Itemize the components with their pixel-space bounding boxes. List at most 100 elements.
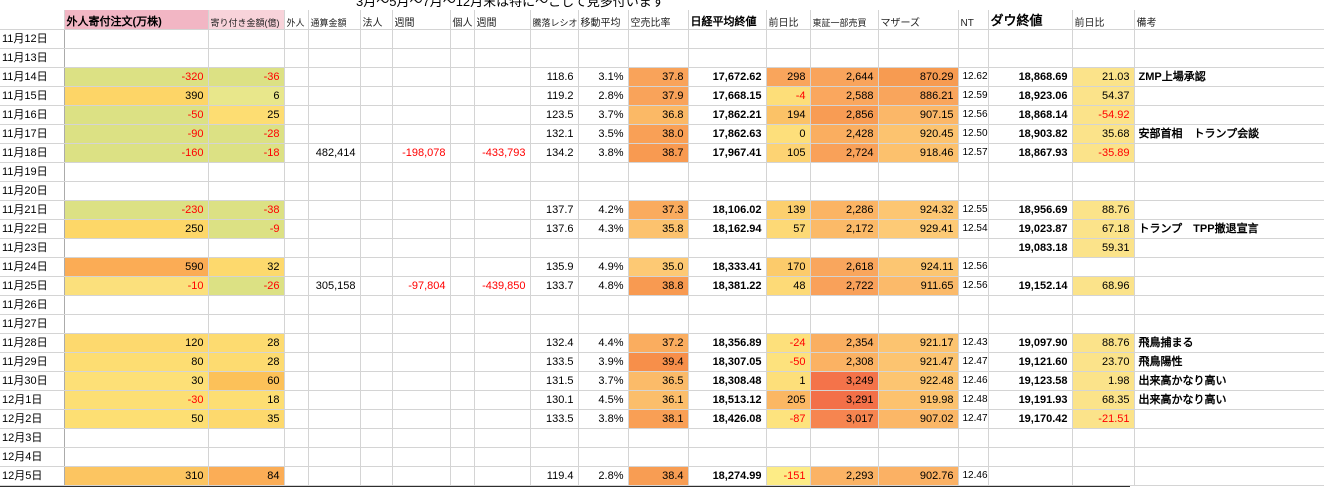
cell-ratio[interactable] bbox=[530, 29, 579, 49]
cell-foreign_order[interactable] bbox=[64, 295, 209, 315]
cell-nikkei_close[interactable]: 18,106.02 bbox=[688, 200, 767, 220]
cell-kojin[interactable] bbox=[450, 257, 475, 277]
cell-dow_close[interactable]: 19,191.93 bbox=[988, 390, 1073, 410]
cell-ratio[interactable]: 131.5 bbox=[530, 371, 579, 391]
cell-gaijin[interactable] bbox=[284, 276, 309, 296]
cell-dow_change[interactable] bbox=[1072, 295, 1135, 315]
cell-weekly1[interactable] bbox=[392, 295, 451, 315]
cell-weekly2[interactable] bbox=[474, 447, 531, 467]
cell-kojin[interactable] bbox=[450, 181, 475, 201]
cell-short_ratio[interactable] bbox=[628, 295, 689, 315]
cell-weekly1[interactable] bbox=[392, 29, 451, 49]
cell-nt[interactable]: 12.46 bbox=[958, 466, 989, 486]
cell-remarks[interactable] bbox=[1134, 181, 1324, 201]
cell-cumulative[interactable] bbox=[308, 67, 361, 87]
cell-remarks[interactable] bbox=[1134, 466, 1324, 486]
cell-weekly2[interactable] bbox=[474, 352, 531, 372]
cell-nikkei_close[interactable]: 17,967.41 bbox=[688, 143, 767, 163]
column-header-nikkei_change[interactable]: 前日比 bbox=[766, 10, 811, 30]
date-cell[interactable]: 11月25日 bbox=[0, 276, 65, 296]
cell-kojin[interactable] bbox=[450, 86, 475, 106]
cell-ratio[interactable] bbox=[530, 428, 579, 448]
cell-foreign_order[interactable]: -30 bbox=[64, 390, 209, 410]
cell-gaijin[interactable] bbox=[284, 29, 309, 49]
cell-foreign_order[interactable]: 120 bbox=[64, 333, 209, 353]
column-header-dow_change[interactable]: 前日比 bbox=[1072, 10, 1135, 30]
cell-dow_close[interactable] bbox=[988, 466, 1073, 486]
cell-nikkei_close[interactable]: 17,862.21 bbox=[688, 105, 767, 125]
cell-weekly1[interactable] bbox=[392, 257, 451, 277]
cell-nt[interactable]: 12.56 bbox=[958, 257, 989, 277]
cell-nt[interactable]: 12.47 bbox=[958, 352, 989, 372]
cell-short_ratio[interactable] bbox=[628, 428, 689, 448]
cell-hojin[interactable] bbox=[360, 276, 393, 296]
cell-opening_amount[interactable] bbox=[208, 295, 285, 315]
cell-opening_amount[interactable]: -18 bbox=[208, 143, 285, 163]
cell-mothers[interactable]: 921.47 bbox=[878, 352, 959, 372]
cell-kojin[interactable] bbox=[450, 67, 475, 87]
cell-tse1_volume[interactable]: 3,249 bbox=[810, 371, 879, 391]
cell-gaijin[interactable] bbox=[284, 105, 309, 125]
cell-dow_close[interactable]: 18,868.69 bbox=[988, 67, 1073, 87]
cell-short_ratio[interactable] bbox=[628, 314, 689, 334]
date-cell[interactable]: 11月22日 bbox=[0, 219, 65, 239]
cell-short_ratio[interactable]: 37.8 bbox=[628, 67, 689, 87]
cell-nikkei_close[interactable]: 18,356.89 bbox=[688, 333, 767, 353]
cell-kojin[interactable] bbox=[450, 162, 475, 182]
cell-opening_amount[interactable]: 28 bbox=[208, 333, 285, 353]
cell-nikkei_close[interactable]: 18,426.08 bbox=[688, 409, 767, 429]
cell-nikkei_change[interactable] bbox=[766, 181, 811, 201]
cell-weekly1[interactable] bbox=[392, 105, 451, 125]
cell-remarks[interactable] bbox=[1134, 143, 1324, 163]
cell-tse1_volume[interactable]: 3,291 bbox=[810, 390, 879, 410]
cell-moving_avg[interactable]: 3.9% bbox=[578, 352, 629, 372]
cell-nt[interactable] bbox=[958, 314, 989, 334]
date-cell[interactable]: 12月5日 bbox=[0, 466, 65, 486]
cell-mothers[interactable]: 920.45 bbox=[878, 124, 959, 144]
date-cell[interactable]: 12月4日 bbox=[0, 447, 65, 467]
cell-gaijin[interactable] bbox=[284, 466, 309, 486]
cell-cumulative[interactable] bbox=[308, 295, 361, 315]
cell-nikkei_change[interactable] bbox=[766, 162, 811, 182]
date-cell[interactable]: 11月23日 bbox=[0, 238, 65, 258]
cell-gaijin[interactable] bbox=[284, 257, 309, 277]
cell-opening_amount[interactable] bbox=[208, 162, 285, 182]
cell-gaijin[interactable] bbox=[284, 181, 309, 201]
cell-short_ratio[interactable] bbox=[628, 162, 689, 182]
cell-ratio[interactable]: 133.5 bbox=[530, 352, 579, 372]
cell-gaijin[interactable] bbox=[284, 314, 309, 334]
cell-dow_change[interactable] bbox=[1072, 48, 1135, 68]
cell-moving_avg[interactable]: 4.8% bbox=[578, 276, 629, 296]
cell-dow_close[interactable]: 19,123.58 bbox=[988, 371, 1073, 391]
cell-foreign_order[interactable] bbox=[64, 238, 209, 258]
cell-foreign_order[interactable]: 80 bbox=[64, 352, 209, 372]
cell-cumulative[interactable] bbox=[308, 447, 361, 467]
cell-nt[interactable] bbox=[958, 181, 989, 201]
cell-foreign_order[interactable] bbox=[64, 162, 209, 182]
column-header-dow_close[interactable]: ダウ終値 bbox=[988, 10, 1073, 30]
cell-short_ratio[interactable] bbox=[628, 238, 689, 258]
cell-nikkei_change[interactable] bbox=[766, 48, 811, 68]
cell-dow_close[interactable] bbox=[988, 428, 1073, 448]
date-cell[interactable]: 11月12日 bbox=[0, 29, 65, 49]
cell-tse1_volume[interactable] bbox=[810, 295, 879, 315]
cell-hojin[interactable] bbox=[360, 219, 393, 239]
cell-kojin[interactable] bbox=[450, 219, 475, 239]
column-header-moving_avg[interactable]: 移動平均 bbox=[578, 10, 629, 30]
cell-dow_close[interactable]: 19,170.42 bbox=[988, 409, 1073, 429]
column-header-gaijin[interactable]: 外人 bbox=[284, 10, 309, 30]
cell-dow_close[interactable]: 19,097.90 bbox=[988, 333, 1073, 353]
cell-weekly2[interactable]: -433,793 bbox=[474, 143, 531, 163]
cell-dow_close[interactable]: 18,923.06 bbox=[988, 86, 1073, 106]
cell-kojin[interactable] bbox=[450, 238, 475, 258]
cell-nt[interactable] bbox=[958, 447, 989, 467]
cell-nikkei_close[interactable] bbox=[688, 447, 767, 467]
cell-opening_amount[interactable] bbox=[208, 29, 285, 49]
cell-hojin[interactable] bbox=[360, 162, 393, 182]
cell-nikkei_change[interactable] bbox=[766, 314, 811, 334]
cell-weekly1[interactable] bbox=[392, 466, 451, 486]
cell-remarks[interactable]: 飛鳥捕まる bbox=[1134, 333, 1324, 353]
cell-mothers[interactable]: 907.15 bbox=[878, 105, 959, 125]
cell-gaijin[interactable] bbox=[284, 162, 309, 182]
cell-tse1_volume[interactable]: 2,293 bbox=[810, 466, 879, 486]
